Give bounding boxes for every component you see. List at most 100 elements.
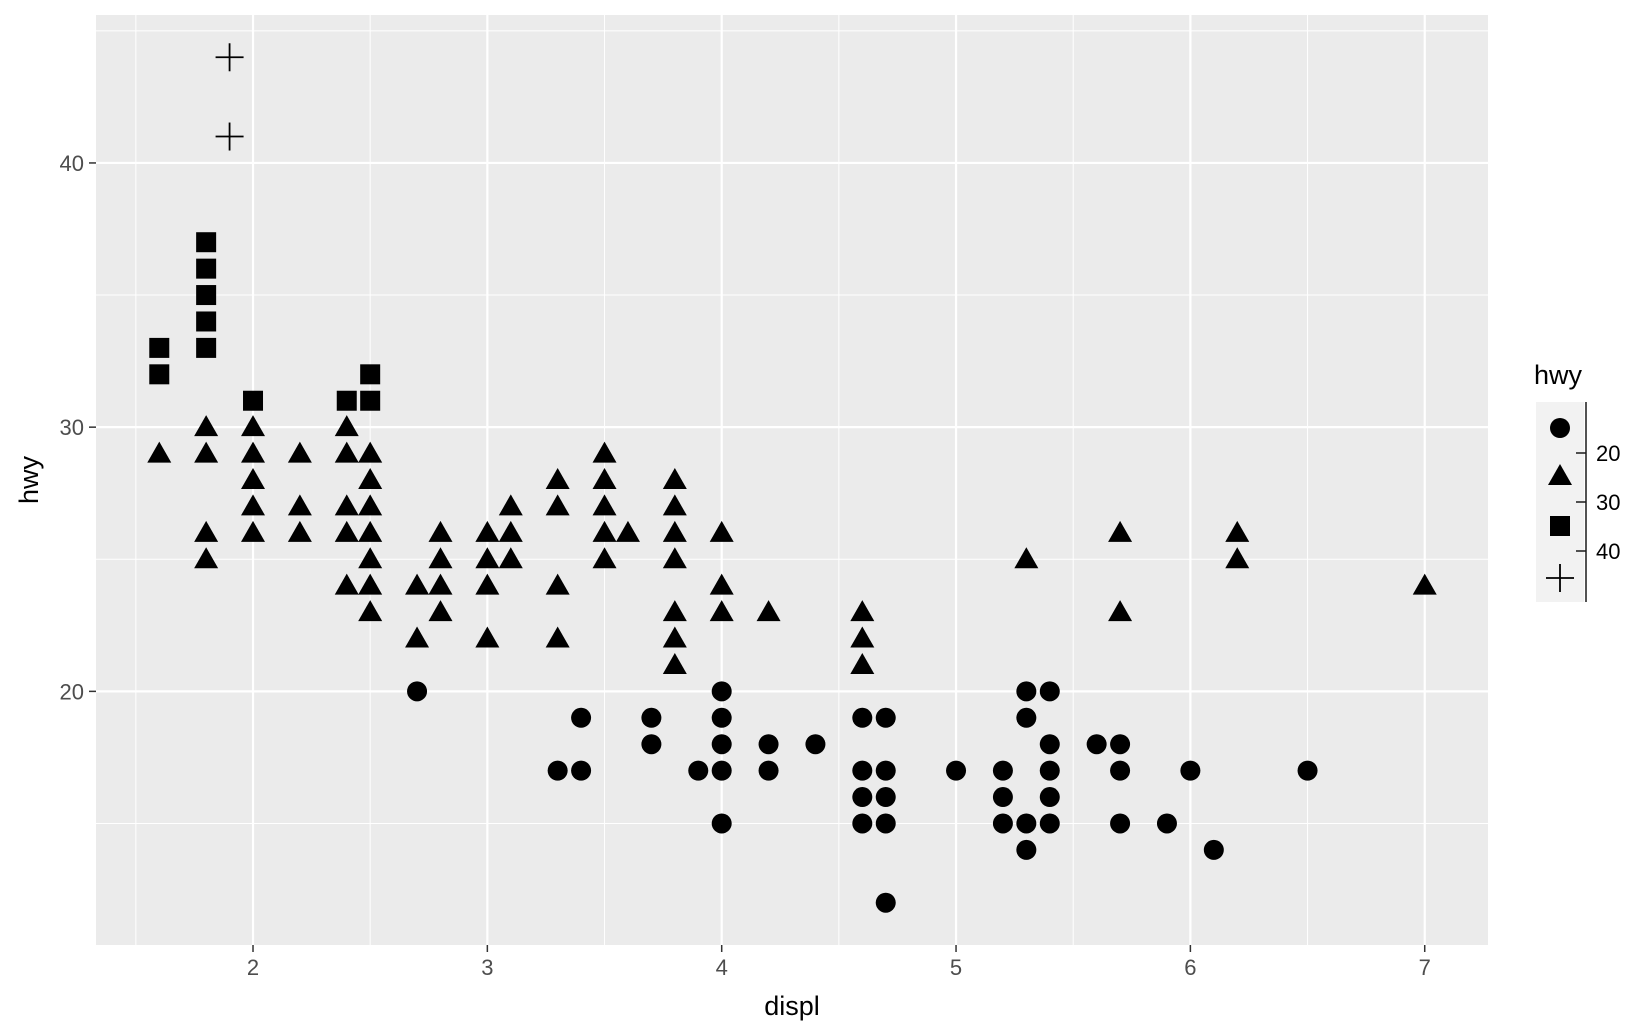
data-point	[428, 547, 453, 569]
data-point	[287, 520, 312, 542]
data-point	[852, 707, 873, 728]
data-point	[1180, 760, 1201, 781]
data-point	[592, 441, 617, 463]
data-point	[196, 232, 217, 253]
x-tick-label: 7	[1419, 955, 1431, 980]
x-tick-labels: 2 3 4 5 6 7	[247, 955, 1431, 980]
legend-label: 20	[1596, 441, 1620, 466]
data-point	[1110, 813, 1131, 834]
data-point	[241, 441, 266, 463]
data-point	[215, 43, 244, 72]
data-point	[662, 626, 687, 648]
data-point	[194, 441, 219, 463]
data-point	[711, 734, 732, 755]
legend-key-square	[1550, 516, 1570, 536]
data-point	[688, 760, 709, 781]
data-point	[428, 520, 453, 542]
data-point	[662, 520, 687, 542]
x-tick-label: 4	[716, 955, 728, 980]
data-point	[1110, 734, 1131, 755]
minor-gridlines	[96, 15, 1488, 945]
legend: hwy 20 30 40	[1534, 360, 1620, 602]
data-point	[1016, 681, 1037, 702]
data-point	[592, 468, 617, 489]
data-point	[992, 760, 1013, 781]
data-point	[545, 626, 570, 648]
data-point	[194, 415, 219, 437]
data-point	[992, 787, 1013, 808]
data-point	[711, 681, 732, 702]
data-point	[194, 520, 219, 542]
data-point	[641, 734, 662, 755]
data-point	[358, 468, 383, 489]
data-point	[946, 760, 967, 781]
data-point	[241, 468, 266, 489]
data-point	[711, 813, 732, 834]
data-point	[1014, 547, 1039, 569]
data-point	[405, 626, 430, 648]
data-point	[1297, 760, 1318, 781]
data-point	[358, 573, 383, 595]
panel-background	[96, 15, 1488, 945]
data-point	[571, 707, 592, 728]
data-point	[1225, 520, 1250, 542]
data-point	[545, 573, 570, 595]
legend-title: hwy	[1534, 360, 1583, 390]
data-point	[758, 734, 779, 755]
x-tick-label: 5	[950, 955, 962, 980]
data-point	[1016, 839, 1037, 860]
data-point	[334, 573, 359, 595]
data-point	[334, 415, 359, 437]
data-point	[711, 760, 732, 781]
x-tick-label: 3	[481, 955, 493, 980]
data-point	[215, 122, 244, 151]
data-point	[1412, 573, 1437, 595]
data-point	[360, 390, 381, 411]
data-point	[1108, 520, 1133, 542]
data-point	[196, 285, 217, 306]
data-point	[1016, 813, 1037, 834]
y-tick-labels: 20 30 40	[60, 151, 84, 704]
y-axis-title: hwy	[14, 455, 44, 504]
data-point	[805, 734, 826, 755]
data-point	[992, 813, 1013, 834]
data-point	[407, 681, 428, 702]
y-tick-label: 40	[60, 151, 84, 176]
data-point	[709, 520, 734, 542]
data-point	[711, 707, 732, 728]
x-tick-label: 2	[247, 955, 259, 980]
data-point	[545, 468, 570, 489]
y-tick-label: 20	[60, 679, 84, 704]
data-point	[358, 547, 383, 569]
legend-key-circle	[1550, 418, 1570, 438]
data-point	[875, 787, 896, 808]
data-point	[336, 390, 357, 411]
legend-key-triangle	[1548, 464, 1572, 485]
data-point	[875, 760, 896, 781]
data-point	[1110, 760, 1131, 781]
data-point	[243, 390, 264, 411]
legend-label: 40	[1596, 539, 1620, 564]
data-point	[850, 652, 875, 674]
data-point	[498, 520, 523, 542]
data-point	[709, 600, 734, 622]
data-point	[196, 258, 217, 279]
data-point	[1039, 787, 1060, 808]
legend-ticks: 20 30 40	[1576, 441, 1620, 564]
data-point	[875, 892, 896, 913]
data-point	[360, 364, 381, 385]
data-point	[1039, 813, 1060, 834]
x-tick-label: 6	[1184, 955, 1196, 980]
data-point	[545, 494, 570, 516]
data-point	[662, 547, 687, 569]
data-point	[287, 494, 312, 516]
data-point	[475, 520, 500, 542]
data-point	[241, 494, 266, 516]
data-point	[592, 520, 617, 542]
data-point	[1039, 681, 1060, 702]
data-point	[1039, 760, 1060, 781]
data-point	[756, 600, 781, 622]
data-point	[1016, 707, 1037, 728]
y-tick-label: 30	[60, 415, 84, 440]
